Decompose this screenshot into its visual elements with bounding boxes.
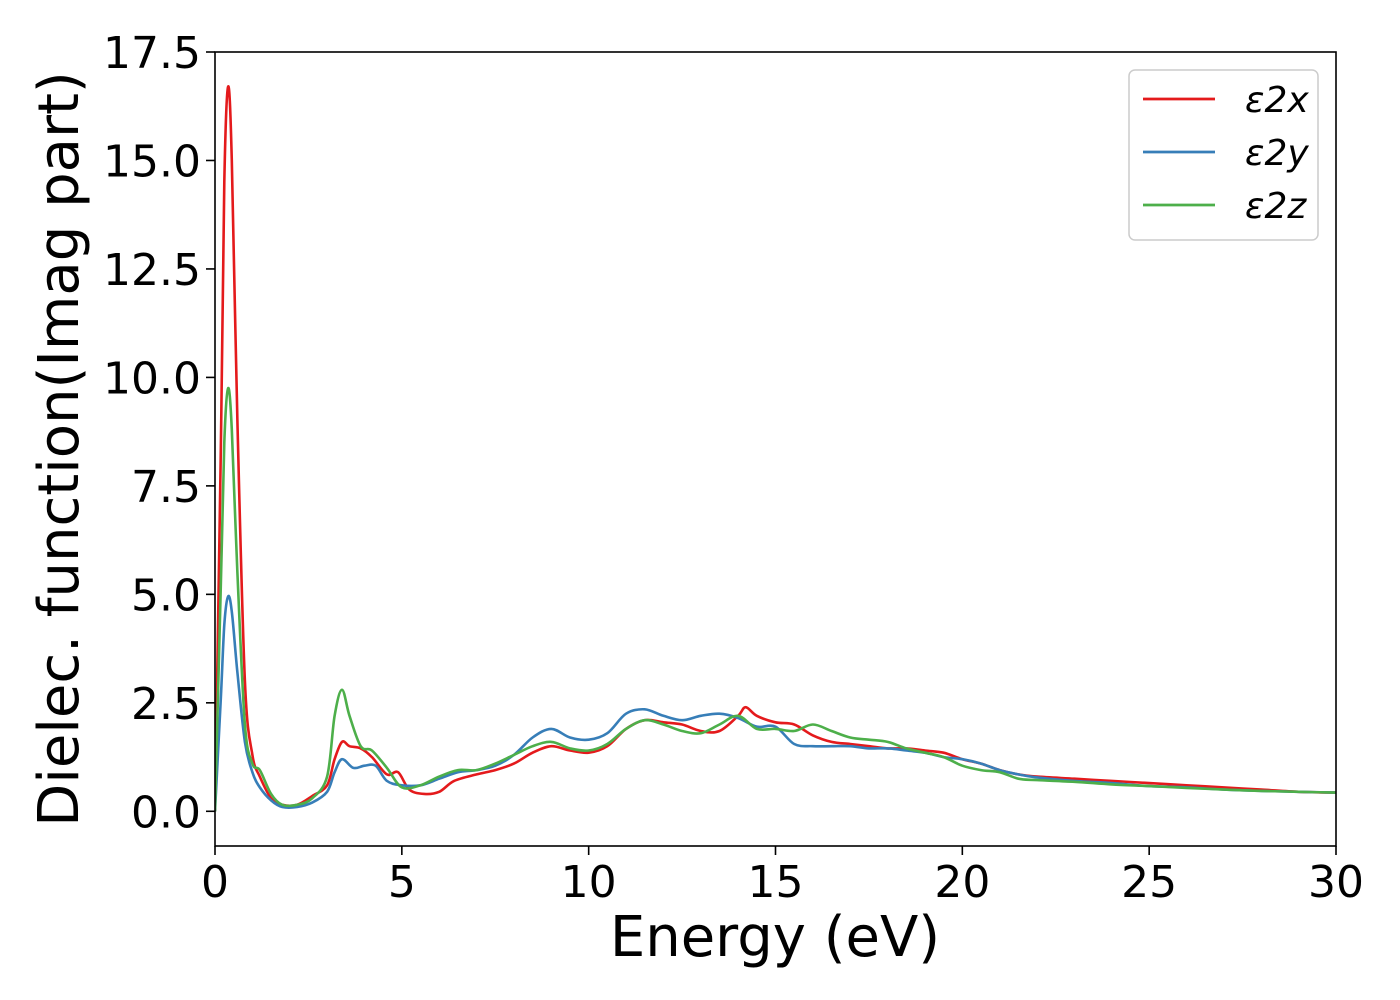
legend-label-3: ε2z — [1245, 186, 1307, 227]
x-tick-label: 10 — [561, 857, 617, 908]
y-axis-label: Dielec. function(Imag part) — [27, 71, 92, 827]
series-layer — [215, 85, 1336, 812]
y-tick-label: 5.0 — [131, 570, 201, 621]
legend: ε2x ε2y ε2z — [1128, 69, 1319, 241]
y-axis-ticks: 0.0 2.5 5.0 7.5 10.0 12.5 15.0 17.5 — [103, 28, 215, 838]
legend-label-1: ε2x — [1245, 80, 1309, 121]
x-axis-ticks: 0 5 10 15 20 25 30 — [201, 846, 1364, 908]
x-tick-label: 0 — [201, 857, 229, 908]
y-tick-label: 2.5 — [131, 679, 201, 730]
x-tick-label: 30 — [1308, 857, 1364, 908]
legend-box — [1128, 69, 1319, 241]
y-tick-label: 12.5 — [103, 245, 201, 296]
x-tick-label: 15 — [748, 857, 804, 908]
y-tick-label: 15.0 — [103, 136, 201, 187]
y-tick-label: 7.5 — [131, 462, 201, 513]
legend-entries: ε2x ε2y ε2z — [1143, 80, 1309, 227]
x-axis-label: Energy (eV) — [610, 905, 940, 970]
x-tick-label: 20 — [934, 857, 990, 908]
legend-label-2: ε2y — [1245, 133, 1309, 174]
y-tick-label: 17.5 — [103, 28, 201, 79]
y-tick-label: 0.0 — [131, 787, 201, 838]
series-line-3 — [215, 386, 1336, 812]
series-line-2 — [215, 594, 1336, 812]
y-tick-label: 10.0 — [103, 353, 201, 404]
x-tick-label: 5 — [388, 857, 416, 908]
x-tick-label: 25 — [1121, 857, 1177, 908]
